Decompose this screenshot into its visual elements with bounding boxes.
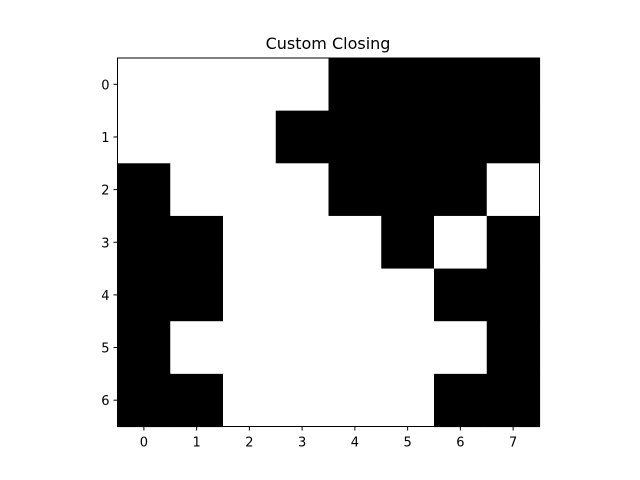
heatmap-cell xyxy=(275,163,330,217)
heatmap-cell xyxy=(170,321,224,375)
heatmap-cell xyxy=(328,373,382,428)
heatmap-cell xyxy=(328,321,382,375)
heatmap-cell xyxy=(486,373,541,428)
heatmap-cell xyxy=(381,373,435,428)
heatmap-cell xyxy=(434,268,488,322)
heatmap-cell xyxy=(328,163,382,217)
x-tick-label: 6 xyxy=(456,436,464,451)
x-tick-label: 3 xyxy=(298,436,306,451)
heatmap-cell xyxy=(275,110,330,164)
heatmap-cell xyxy=(486,215,541,270)
x-axis: 0 1 2 3 4 5 6 7 xyxy=(140,426,517,451)
x-tick-label: 1 xyxy=(192,436,200,451)
heatmap-cell xyxy=(275,268,330,322)
x-tick-label: 5 xyxy=(403,436,411,451)
heatmap-cell xyxy=(486,163,541,217)
heatmap-cell xyxy=(381,58,435,112)
heatmap-cell xyxy=(117,215,171,270)
y-tick-label: 3 xyxy=(101,236,109,251)
heatmap-cell xyxy=(328,215,382,270)
heatmap-cell xyxy=(117,110,171,164)
heatmap-cell xyxy=(275,373,330,428)
heatmap-cell xyxy=(328,110,382,164)
y-tick-label: 2 xyxy=(101,184,109,199)
heatmap-cell xyxy=(434,321,488,375)
heatmap-cell xyxy=(275,321,330,375)
heatmap-cell xyxy=(223,268,277,322)
heatmap-cell xyxy=(434,110,488,164)
y-tick-label: 5 xyxy=(101,342,109,357)
heatmap-cell xyxy=(223,215,277,270)
x-tick-label: 0 xyxy=(140,436,148,451)
heatmap-cell xyxy=(434,373,488,428)
heatmap-cell xyxy=(223,110,277,164)
heatmap-cell xyxy=(381,215,435,270)
y-tick-label: 6 xyxy=(101,394,109,409)
heatmap-cell xyxy=(381,268,435,322)
heatmap-cell xyxy=(434,215,488,270)
heatmap-cell xyxy=(117,163,171,217)
heatmap-cell xyxy=(170,110,224,164)
heatmap-cell xyxy=(486,58,541,112)
y-axis: 0 1 2 3 4 5 6 xyxy=(101,78,118,409)
heatmap-cell xyxy=(486,268,541,322)
heatmap-cell xyxy=(486,321,541,375)
heatmap-cell xyxy=(117,321,171,375)
heatmap-cell xyxy=(170,373,224,428)
heatmap-cell xyxy=(328,268,382,322)
heatmap-cell xyxy=(381,321,435,375)
heatmap-cell xyxy=(328,58,382,112)
heatmap-cell xyxy=(170,163,224,217)
heatmap-cell xyxy=(381,163,435,217)
heatmap-cell xyxy=(117,268,171,322)
heatmap-cell xyxy=(381,110,435,164)
y-tick-label: 1 xyxy=(101,131,109,146)
heatmap-cell xyxy=(117,58,171,112)
heatmap-cell xyxy=(170,268,224,322)
heatmap-cells xyxy=(117,58,541,428)
heatmap-cell xyxy=(434,163,488,217)
heatmap-cell xyxy=(275,58,330,112)
heatmap-cell xyxy=(223,58,277,112)
y-tick-label: 0 xyxy=(101,78,109,93)
y-tick-label: 4 xyxy=(101,289,109,304)
x-tick-label: 7 xyxy=(509,436,517,451)
chart-title: Custom Closing xyxy=(266,34,391,53)
heatmap-cell xyxy=(170,215,224,270)
x-tick-label: 2 xyxy=(245,436,253,451)
heatmap-cell xyxy=(434,58,488,112)
heatmap-cell xyxy=(486,110,541,164)
heatmap-cell xyxy=(275,215,330,270)
heatmap-cell xyxy=(223,373,277,428)
heatmap-cell xyxy=(170,58,224,112)
x-tick-label: 4 xyxy=(351,436,359,451)
heatmap-cell xyxy=(223,321,277,375)
heatmap-cell xyxy=(223,163,277,217)
heatmap-cell xyxy=(117,373,171,428)
